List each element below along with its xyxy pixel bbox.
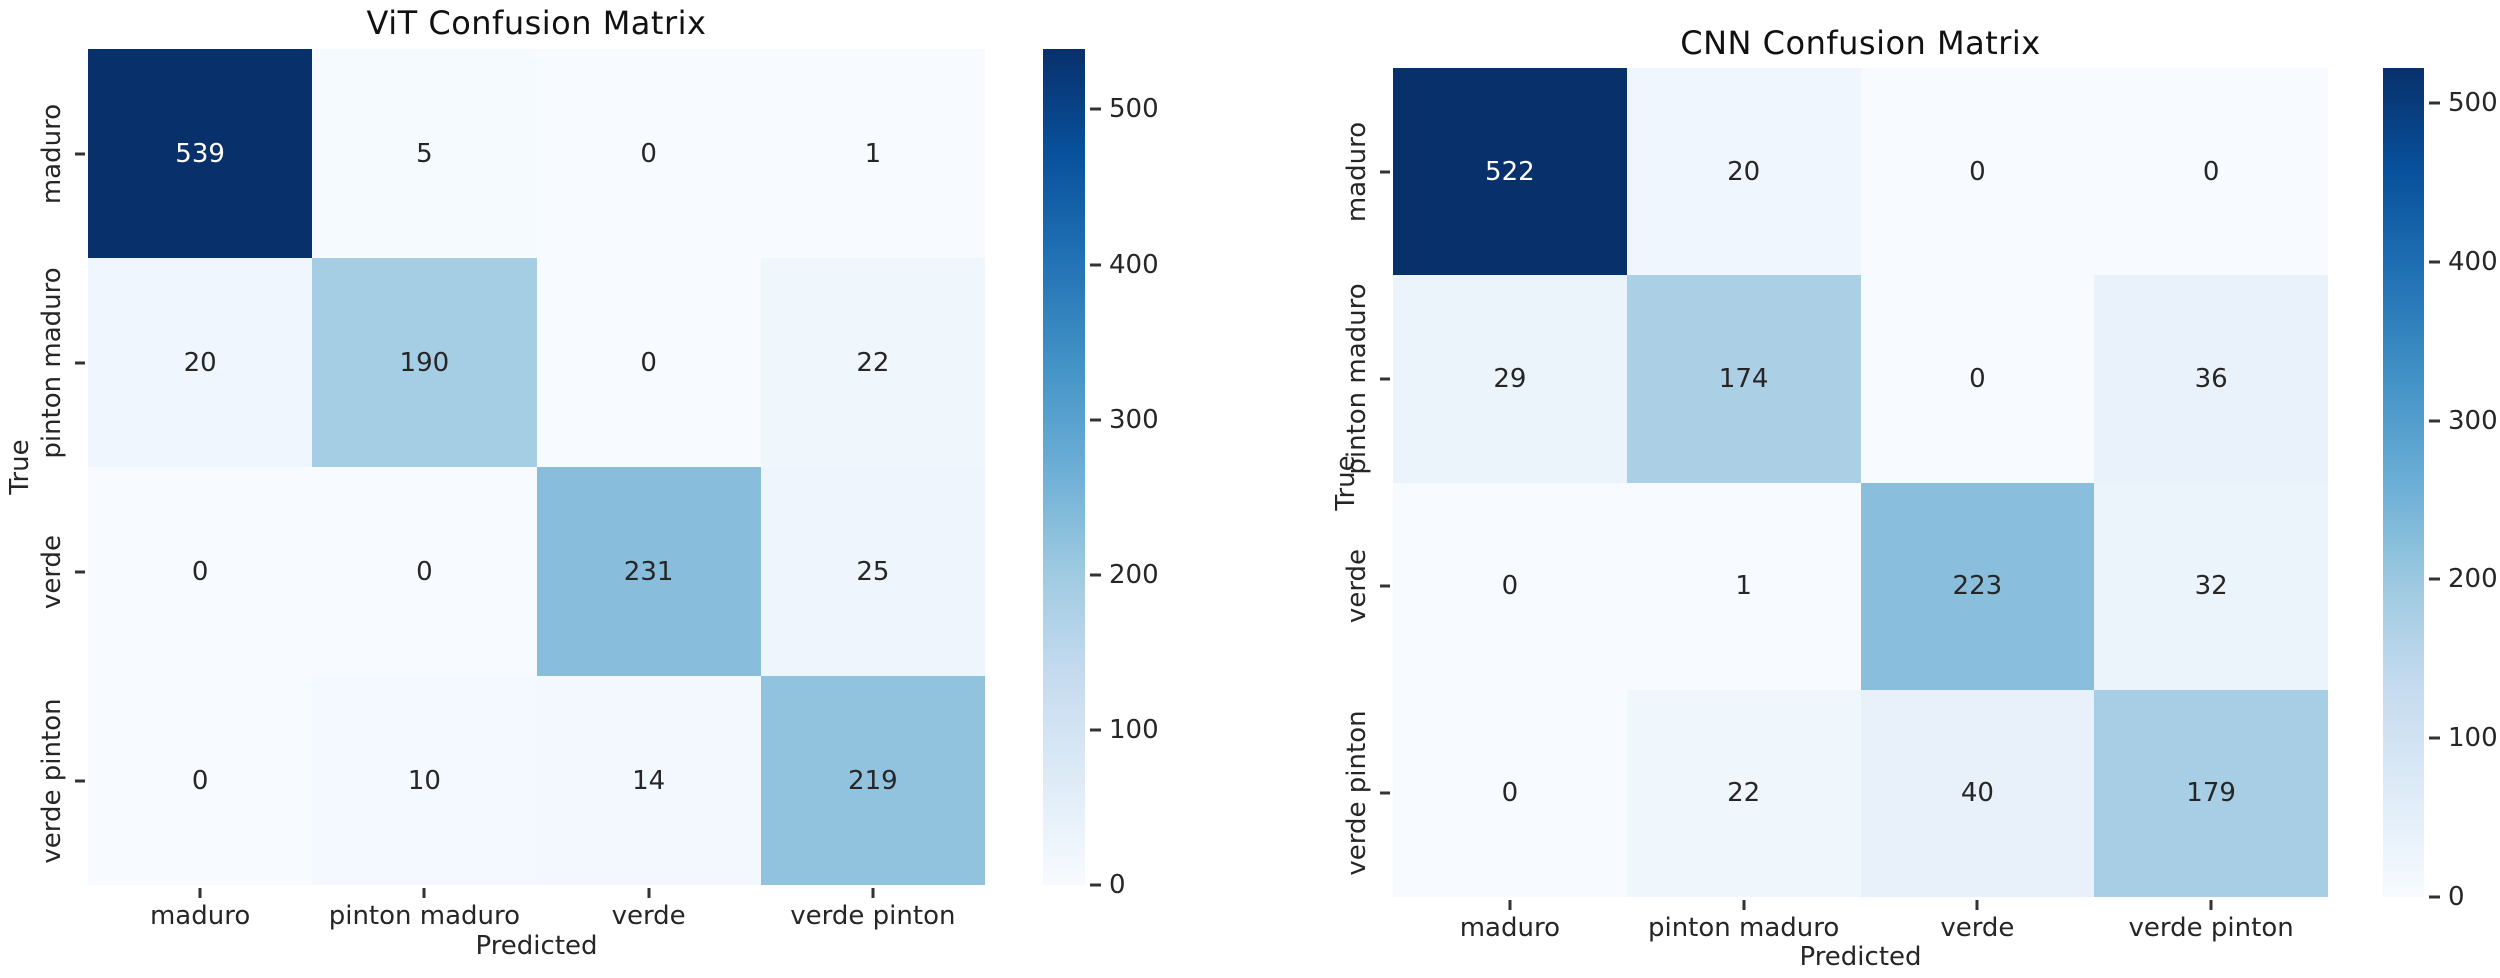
vit-heatmap-grid: 539 5 0 1 20 190 0 22 0 0 231 25 0 10 14 219 xyxy=(88,49,985,885)
matrix-cell: 36 xyxy=(2094,275,2328,483)
y-tick-label: maduro xyxy=(1342,121,1372,222)
cnn-x-axis-label: Predicted xyxy=(1799,942,1922,972)
matrix-cell: 25 xyxy=(760,467,985,676)
matrix-cell: 0 xyxy=(1393,482,1627,690)
matrix-cell: 0 xyxy=(1860,275,2095,483)
x-tick-mark xyxy=(647,888,651,898)
colorbar-tick-mark xyxy=(1090,573,1101,577)
colorbar-tick-mark xyxy=(1090,728,1101,732)
colorbar-tick-label: 0 xyxy=(1109,870,1126,900)
colorbar-tick-label: 500 xyxy=(1109,94,1159,125)
y-tick-mark xyxy=(1380,377,1390,381)
y-tick-mark xyxy=(75,152,85,155)
matrix-cell: 0 xyxy=(1393,689,1627,897)
matrix-cell: 20 xyxy=(1626,68,1861,276)
matrix-cell: 179 xyxy=(2094,689,2328,897)
matrix-cell: 231 xyxy=(536,467,761,676)
matrix-cell: 22 xyxy=(1626,689,1861,897)
matrix-cell: 0 xyxy=(2094,68,2328,276)
y-tick-mark xyxy=(1380,584,1390,588)
matrix-cell: 20 xyxy=(88,258,313,467)
colorbar-tick-label: 200 xyxy=(1109,559,1159,590)
colorbar-tick-label: 0 xyxy=(2448,882,2465,912)
matrix-cell: 223 xyxy=(1860,482,2095,690)
colorbar-tick-mark xyxy=(2429,577,2440,581)
matrix-cell: 0 xyxy=(536,49,761,258)
x-tick-mark xyxy=(1508,900,1512,910)
x-tick-label: maduro xyxy=(149,901,251,931)
matrix-cell: 40 xyxy=(1860,689,2095,897)
cnn-chart-title: CNN Confusion Matrix xyxy=(1680,24,2041,62)
y-tick-label: pinton maduro xyxy=(1342,283,1372,475)
colorbar-tick-mark xyxy=(2429,895,2440,899)
cnn-colorbar-gradient xyxy=(2383,68,2424,897)
matrix-cell: 0 xyxy=(1860,68,2095,276)
y-tick-mark xyxy=(1380,170,1390,174)
x-tick-label: verde pinton xyxy=(790,901,956,931)
colorbar-tick-mark xyxy=(2429,736,2440,740)
matrix-cell: 32 xyxy=(2094,482,2328,690)
x-tick-mark xyxy=(2209,900,2213,910)
matrix-cell: 1 xyxy=(760,49,985,258)
colorbar-tick-mark xyxy=(2429,101,2440,105)
colorbar-tick-label: 500 xyxy=(2448,87,2498,118)
matrix-cell: 174 xyxy=(1626,275,1861,483)
colorbar-tick-mark xyxy=(2429,260,2440,264)
matrix-cell: 1 xyxy=(1626,482,1861,690)
matrix-cell: 10 xyxy=(312,676,537,885)
cnn-heatmap-grid: 522 20 0 0 29 174 0 36 0 1 223 32 0 22 40 179 xyxy=(1393,68,2328,897)
x-tick-mark xyxy=(198,888,202,898)
matrix-cell: 14 xyxy=(536,676,761,885)
matrix-cell: 0 xyxy=(88,467,313,676)
colorbar-tick-label: 400 xyxy=(1109,249,1159,280)
y-tick-mark xyxy=(1380,791,1390,795)
y-tick-label: verde xyxy=(1342,549,1372,624)
vit-chart-title: ViT Confusion Matrix xyxy=(366,4,707,42)
matrix-cell: 190 xyxy=(312,258,537,467)
colorbar-tick-mark xyxy=(2429,419,2440,423)
matrix-cell: 29 xyxy=(1393,275,1627,483)
x-tick-label: verde xyxy=(1940,913,2015,943)
x-tick-label: pinton maduro xyxy=(1647,913,1840,943)
y-tick-mark xyxy=(75,361,85,364)
colorbar-tick-label: 300 xyxy=(2448,405,2498,436)
colorbar-tick-label: 200 xyxy=(2448,564,2498,595)
x-tick-label: verde xyxy=(611,901,686,931)
matrix-cell: 0 xyxy=(88,676,313,885)
y-tick-mark xyxy=(75,779,85,782)
colorbar-tick-mark xyxy=(1090,883,1101,887)
matrix-cell: 219 xyxy=(760,676,985,885)
x-tick-mark xyxy=(422,888,426,898)
colorbar-tick-mark xyxy=(1090,263,1101,267)
colorbar-tick-label: 100 xyxy=(2448,723,2498,754)
x-tick-mark xyxy=(871,888,875,898)
x-tick-label: pinton maduro xyxy=(328,901,521,931)
matrix-cell: 5 xyxy=(312,49,537,258)
cnn-colorbar: 0 100 200 300 400 500 xyxy=(2383,68,2498,912)
x-tick-label: verde pinton xyxy=(2128,913,2294,943)
colorbar-tick-label: 100 xyxy=(1109,714,1159,745)
y-tick-mark xyxy=(75,570,85,573)
vit-colorbar: 0 100 200 300 400 500 xyxy=(1043,49,1159,900)
colorbar-tick-mark xyxy=(1090,418,1101,422)
matrix-cell: 22 xyxy=(760,258,985,467)
matrix-cell: 522 xyxy=(1393,68,1627,276)
matrix-cell: 0 xyxy=(312,467,537,676)
matrix-cell: 0 xyxy=(536,258,761,467)
x-tick-label: maduro xyxy=(1459,913,1561,943)
colorbar-tick-mark xyxy=(1090,107,1101,111)
colorbar-tick-label: 400 xyxy=(2448,246,2498,277)
vit-x-axis-label: Predicted xyxy=(475,931,598,961)
matrix-cell: 539 xyxy=(88,49,313,258)
y-tick-label: verde pinton xyxy=(1342,710,1372,876)
x-tick-mark xyxy=(1975,900,1979,910)
x-tick-mark xyxy=(1742,900,1746,910)
vit-colorbar-gradient xyxy=(1043,49,1085,885)
colorbar-tick-label: 300 xyxy=(1109,404,1159,435)
